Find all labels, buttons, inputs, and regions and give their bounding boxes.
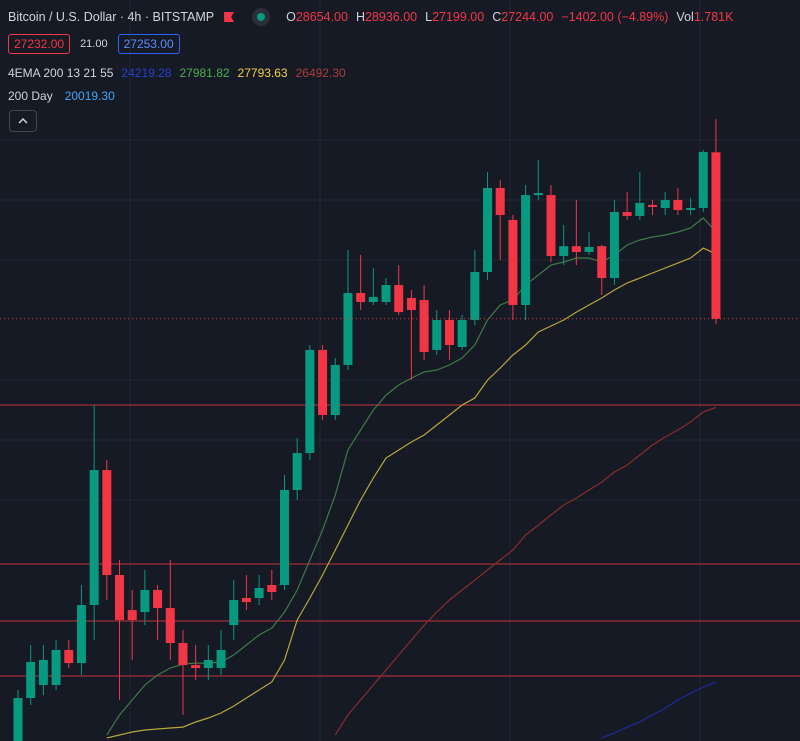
candle-body	[622, 212, 632, 216]
ema-value: 27793.63	[237, 66, 288, 80]
close-label: C	[492, 10, 502, 24]
candle-body	[76, 604, 86, 664]
candle-body	[648, 204, 657, 207]
candle-body	[444, 319, 454, 345]
candle-body	[711, 152, 721, 319]
candle-body	[609, 212, 619, 279]
candle-body	[660, 200, 670, 209]
day-row: 200 Day 20019.30	[8, 89, 115, 103]
candle-body	[241, 598, 251, 603]
candle-body	[698, 151, 708, 209]
open-label: O	[286, 10, 296, 24]
candle-body	[686, 208, 696, 211]
candle-body	[343, 293, 353, 365]
ema-label: 4EMA 200 13 21 55	[8, 66, 114, 80]
candle-body	[115, 574, 125, 620]
change-value: −1402.00 (−4.89%)	[561, 10, 669, 24]
candle-body	[38, 660, 48, 686]
candle-body	[673, 200, 683, 211]
candle-body	[254, 587, 264, 599]
candle-body	[64, 649, 74, 664]
open-value: 28654.00	[295, 10, 348, 24]
candle-body	[470, 272, 480, 320]
candle-body	[51, 649, 61, 686]
candle-body	[216, 649, 226, 669]
candle-body	[267, 585, 277, 592]
drawn-levels	[0, 404, 800, 677]
candle-body	[368, 296, 378, 303]
candle-body	[26, 662, 36, 699]
candle-body	[571, 246, 581, 252]
candle-body	[495, 187, 505, 216]
candle-body	[279, 489, 289, 586]
ema-value: 27981.82	[179, 66, 230, 80]
candle-body	[165, 608, 175, 644]
candle-body	[140, 589, 150, 613]
day-value: 20019.30	[64, 89, 115, 103]
bid-button[interactable]: 27232.00	[8, 34, 71, 54]
candle-body	[406, 298, 416, 311]
candle-body	[457, 319, 467, 348]
candle-body	[635, 202, 645, 216]
low-value: 27199.00	[432, 10, 485, 24]
candle-body	[432, 319, 442, 350]
ema-line	[106, 247, 717, 739]
collapse-button[interactable]	[9, 110, 37, 132]
candle-body	[584, 247, 594, 252]
candle-body	[89, 470, 99, 605]
candle-body	[153, 589, 163, 609]
volume-value: 1.781K	[693, 10, 734, 24]
day-label: 200 Day	[8, 89, 53, 103]
ema-row: 4EMA 200 13 21 55 24219.28 27981.82 2779…	[8, 66, 346, 80]
volume-label: Vol	[676, 10, 694, 24]
candle-body	[533, 193, 543, 196]
candle-body	[13, 698, 23, 741]
chevron-icon	[18, 117, 28, 124]
candle-body	[356, 293, 366, 303]
ema-value: 26492.30	[295, 66, 346, 80]
high-label: H	[355, 10, 365, 24]
candle-body	[305, 349, 315, 454]
ema-line	[601, 681, 717, 739]
candle-body	[292, 453, 302, 490]
candle-body	[419, 300, 429, 352]
symbol-title: Bitcoin / U.S. Dollar · 4h · BITSTAMP	[8, 10, 215, 24]
low-label: L	[425, 10, 433, 24]
candle-body	[318, 349, 328, 416]
candle-body	[521, 195, 531, 305]
spread: 21.00	[80, 38, 108, 50]
market-status	[252, 8, 271, 26]
candle-body	[102, 470, 112, 575]
candle-body	[546, 195, 556, 256]
flag-icon[interactable]	[224, 12, 235, 22]
candle-body	[178, 643, 188, 666]
candle-body	[127, 610, 137, 620]
close-value: 27244.00	[501, 10, 554, 24]
high-value: 28936.00	[364, 10, 418, 24]
candle-body	[508, 219, 518, 305]
candle-body	[394, 285, 404, 313]
candle-body	[483, 187, 493, 273]
candle-body	[597, 246, 607, 279]
ask-button[interactable]: 27253.00	[117, 34, 180, 54]
candle-body	[330, 364, 340, 416]
candle-body	[191, 665, 201, 669]
ema-value: 24219.28	[121, 66, 172, 80]
candle-body	[381, 285, 391, 303]
candle-body	[229, 600, 239, 626]
quote-row: 27232.00 21.00 27253.00	[8, 34, 180, 54]
ema-line	[334, 406, 717, 736]
candle-body	[203, 660, 213, 669]
candle-body	[559, 246, 569, 256]
